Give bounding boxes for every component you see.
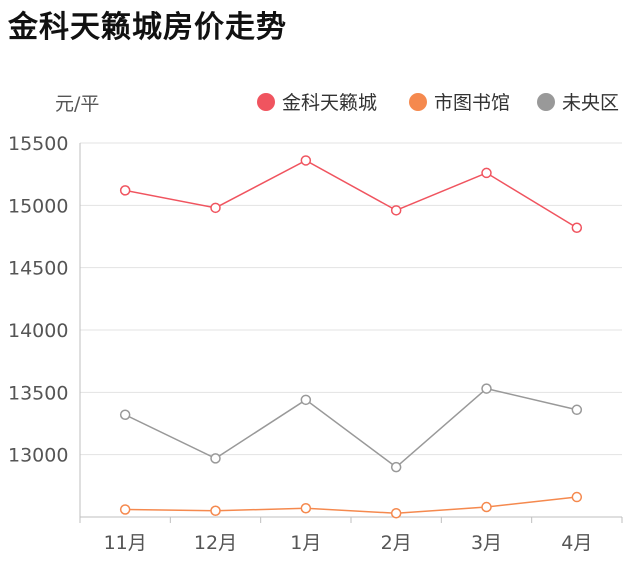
y-tick-label: 13000 [8,445,68,467]
data-point [119,409,131,421]
grid-layer [80,142,622,456]
legend-marker [257,93,275,111]
data-point [390,205,402,216]
data-point [119,504,131,515]
data-point [571,404,583,416]
series-1 [119,491,583,519]
data-point [481,167,492,179]
legend-label: 市图书馆 [434,92,510,114]
data-point [119,185,131,196]
x-tick-label: 3月 [471,532,502,554]
legend-label: 金科天籁城 [282,92,377,114]
data-point [300,503,312,514]
y-tick-label: 15000 [8,195,68,217]
series-line [124,387,578,469]
data-point [210,505,221,517]
y-tick-label: 13500 [8,382,68,404]
y-tick-label: 14000 [8,320,68,342]
legend-marker [409,93,427,111]
legend-item: 未央区 [537,92,619,114]
data-point [300,394,312,406]
series-line [125,159,578,229]
data-point [390,461,402,473]
legend-label: 未央区 [562,92,619,114]
y-tick-label: 15500 [8,133,68,155]
legend-marker [537,93,555,111]
data-point [481,383,492,394]
series-layer [119,155,583,519]
series-0 [119,155,583,234]
axis-layer: 元/平 13000 13500 14000 14500 15000 15500 11月 12月… [8,93,623,554]
legend: 金科天籁城 市图书馆 未央区 [257,92,619,114]
y-tick-label: 14500 [8,258,68,280]
series-line [125,496,577,515]
legend-item: 金科天籁城 [257,92,377,114]
legend-item: 市图书馆 [409,92,510,114]
x-tick-label: 4月 [561,532,592,554]
data-point [300,155,312,166]
data-point [571,222,583,234]
data-point [481,501,492,513]
data-point [210,453,221,464]
x-tick-label: 1月 [290,532,321,554]
series-2 [119,383,583,473]
data-point [210,202,221,214]
data-point [571,491,583,503]
x-tick-label: 11月 [104,532,147,554]
data-point [390,508,402,519]
chart-title: 金科天籁城房价走势 [8,10,287,45]
y-axis-label: 元/平 [55,93,99,115]
x-tick-label: 12月 [194,532,237,554]
x-tick-label: 2月 [381,532,412,554]
